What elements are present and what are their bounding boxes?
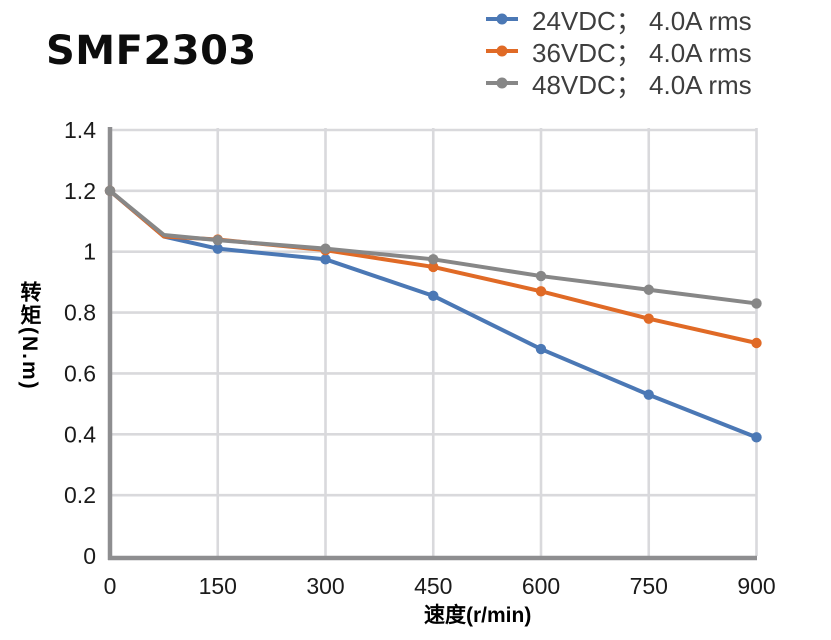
data-point-48vdc [104,185,116,197]
y-tick-label: 1.2 [64,178,96,204]
legend-item-48vdc: 48VDC； 4.0A rms [484,67,752,100]
data-point-24vdc [320,254,331,265]
y-tick-label: 0.6 [64,360,96,386]
legend-label: 24VDC； 4.0A rms [532,5,752,36]
y-tick-label: 0.2 [64,482,96,508]
y-tick-label: 0 [83,543,96,569]
legend-item-36vdc: 36VDC； 4.0A rms [484,35,752,68]
legend-marker-36vdc [486,45,518,57]
chart-title: SMF2303 [46,28,257,74]
x-tick-label: 0 [104,573,117,599]
y-tick-label: 1 [83,239,96,265]
legend-marker-24vdc [486,13,518,25]
data-point-24vdc [428,290,439,302]
legend: 24VDC； 4.0A rms 36VDC； 4.0A rms 48VDC； 4.0… [484,3,752,100]
legend-marker-48vdc [486,77,518,89]
x-tick-label: 150 [199,573,237,599]
y-tick-label: 0.8 [64,300,96,326]
x-tick-label: 600 [522,573,560,599]
y-tick-label: 1.4 [64,117,96,143]
data-point-48vdc [643,284,654,295]
legend-dot-icon [496,77,508,89]
legend-dot-icon [496,45,508,57]
data-point-48vdc [320,243,331,254]
data-point-48vdc [212,234,223,246]
data-point-36vdc [643,313,654,324]
legend-dot-icon [496,13,508,25]
data-point-24vdc [751,432,762,443]
data-point-48vdc [535,270,547,282]
data-point-24vdc [643,389,654,400]
data-point-24vdc [212,243,223,254]
data-point-36vdc [428,261,439,273]
legend-label: 36VDC； 4.0A rms [532,37,752,68]
x-tick-label: 450 [414,573,452,599]
y-axis-title: 转矩(N.m) [18,281,41,391]
x-tick-label: 750 [630,573,668,599]
data-point-36vdc [751,337,762,349]
x-tick-label: 900 [737,573,775,599]
data-point-48vdc [428,254,439,265]
data-point-24vdc [535,343,547,355]
x-tick-label: 300 [306,573,344,599]
y-tick-label: 0.4 [64,421,96,447]
data-point-48vdc [751,298,762,309]
series-line-48vdc [108,188,759,306]
x-axis-title: 速度(r/min) [424,604,532,627]
legend-item-24vdc: 24VDC； 4.0A rms [484,3,752,36]
legend-label: 48VDC； 4.0A rms [532,69,752,100]
data-point-36vdc [535,286,547,297]
